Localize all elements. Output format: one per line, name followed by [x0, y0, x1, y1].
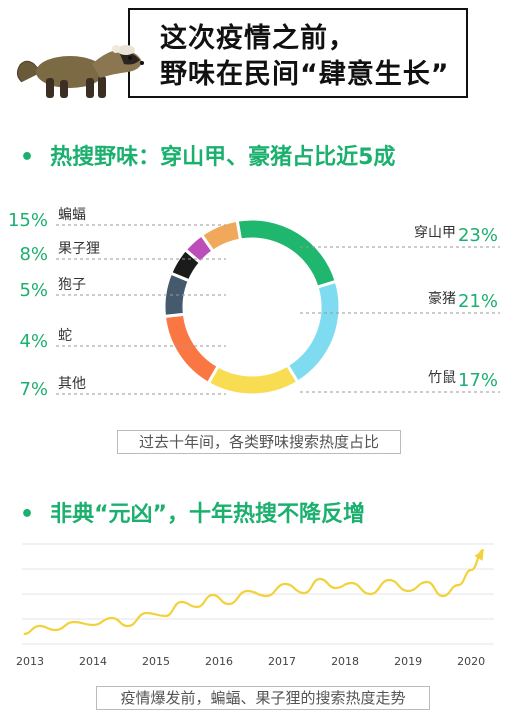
x-tick-label-3: 2016 [205, 655, 233, 668]
donut-labels: 穿山甲 23% 豪猪 21% 竹鼠 17% 蝙蝠 15% 果子狸 8% 狍子 5% 蛇 4% 其他 7% [8, 207, 500, 400]
trend-line [23, 548, 485, 636]
donut-slices [162, 217, 342, 397]
x-tick-label-5: 2018 [331, 655, 359, 668]
chart2-caption: 疫情爆发前，蝙蝠、果子狸的搜索热度走势 [96, 686, 430, 710]
line-series [23, 548, 485, 636]
line-ticks: 2013 2014 2015 2016 2017 2018 2019 2020 [16, 655, 485, 668]
slice-value-4: 8% [19, 244, 48, 265]
bullet-dot: • [20, 145, 35, 170]
section1-title-text: 热搜野味：穿山甲、豪猪占比近5成 [50, 145, 396, 170]
x-tick-label-7: 2020 [457, 655, 485, 668]
slice-label-4: 果子狸 [58, 241, 100, 257]
donut-slice-7 [199, 218, 243, 254]
slice-value-6: 4% [19, 331, 48, 352]
page-title-line2: 野味在民间“肆意生长” [160, 59, 450, 90]
ferret-illustration [16, 45, 144, 98]
section2-title-text: 非典“元凶”，十年热搜不降反增 [50, 502, 365, 527]
slice-label-2: 竹鼠 [428, 370, 456, 386]
x-tick-label-6: 2019 [394, 655, 422, 668]
slice-label-7: 其他 [58, 376, 86, 392]
trend-arrowhead [474, 550, 484, 561]
slice-value-0: 23% [458, 225, 498, 246]
slice-value-1: 21% [458, 291, 498, 312]
slice-value-3: 15% [8, 210, 48, 231]
chart1-caption: 过去十年间，各类野味搜索热度占比 [117, 430, 401, 454]
x-tick-label-0: 2013 [16, 655, 44, 668]
slice-value-2: 17% [458, 370, 498, 391]
page-title-line1: 这次疫情之前， [160, 23, 356, 54]
slice-label-3: 蝙蝠 [58, 207, 86, 223]
slice-value-5: 5% [19, 280, 48, 301]
bullet-dot: • [20, 502, 35, 527]
x-tick-label-4: 2017 [268, 655, 296, 668]
slice-label-0: 穿山甲 [414, 225, 456, 241]
x-tick-label-2: 2015 [142, 655, 170, 668]
slice-label-5: 狍子 [58, 277, 86, 293]
x-tick-label-1: 2014 [79, 655, 107, 668]
section1-title: • 热搜野味：穿山甲、豪猪占比近5成 [20, 139, 395, 171]
section2-title: • 非典“元凶”，十年热搜不降反增 [20, 496, 365, 528]
slice-label-6: 蛇 [58, 328, 72, 344]
slice-label-1: 豪猪 [428, 291, 456, 307]
slice-value-7: 7% [19, 379, 48, 400]
